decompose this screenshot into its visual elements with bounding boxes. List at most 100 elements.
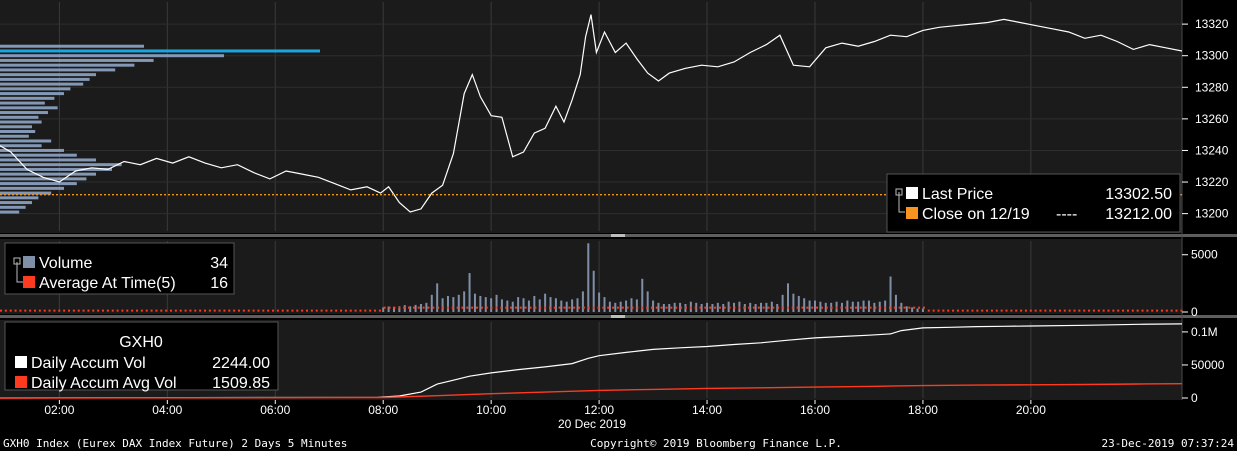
volume-bar bbox=[576, 298, 579, 312]
x-tick-label: 20:00 bbox=[1016, 403, 1046, 417]
avg-time-marker bbox=[1107, 309, 1110, 312]
avg-time-marker bbox=[116, 309, 119, 312]
avg-time-marker bbox=[461, 306, 464, 309]
avg-time-marker bbox=[650, 306, 653, 309]
volume-bar bbox=[819, 301, 822, 312]
avg-time-marker bbox=[704, 306, 707, 309]
avg-time-marker bbox=[408, 306, 411, 309]
avg-time-marker bbox=[208, 309, 211, 312]
avg-time-marker bbox=[801, 306, 804, 309]
avg-time-marker bbox=[845, 306, 848, 309]
volume-bar bbox=[527, 300, 530, 312]
volume-bar bbox=[603, 297, 606, 312]
volume-bar bbox=[425, 302, 428, 312]
legend-bracket-top-icon bbox=[13, 257, 21, 265]
avg-time-marker bbox=[378, 309, 381, 312]
price-tick-label: 13260 bbox=[1195, 112, 1229, 126]
avg-time-marker bbox=[1010, 309, 1013, 312]
legend-bracket-icon bbox=[16, 262, 23, 283]
avg-time-marker bbox=[63, 309, 66, 312]
avg-time-marker bbox=[840, 306, 843, 309]
volume-bar bbox=[473, 293, 476, 312]
avg-time-marker bbox=[306, 309, 309, 312]
volume-bar bbox=[414, 304, 417, 312]
volume-bar bbox=[706, 302, 709, 312]
volume-bar bbox=[479, 295, 482, 312]
avg-time-marker bbox=[534, 306, 537, 309]
accum-vol-swatch bbox=[15, 356, 27, 368]
avg-time-marker bbox=[718, 306, 721, 309]
price-tick-label: 13200 bbox=[1195, 207, 1229, 221]
avg-time-marker bbox=[393, 306, 396, 309]
avg-time-marker bbox=[956, 309, 959, 312]
volume-bar bbox=[889, 276, 892, 312]
avg-time-marker bbox=[976, 309, 979, 312]
profile-bar bbox=[0, 101, 45, 105]
profile-bar bbox=[0, 111, 48, 115]
volume-bar bbox=[867, 300, 870, 312]
avg-time-marker bbox=[174, 309, 177, 312]
close-swatch bbox=[906, 207, 918, 219]
avg-time-marker bbox=[544, 306, 547, 309]
avg-time-marker bbox=[223, 309, 226, 312]
avg-time-marker bbox=[864, 306, 867, 309]
avg-time-marker bbox=[709, 306, 712, 309]
accum-series bbox=[0, 323, 1183, 399]
avg-time-marker bbox=[233, 309, 236, 312]
volume-bar bbox=[846, 300, 849, 312]
separator-grip-1[interactable] bbox=[611, 234, 625, 237]
volume-bar bbox=[398, 306, 401, 312]
avg-time-marker bbox=[738, 306, 741, 309]
profile-bar bbox=[0, 130, 36, 134]
x-tick-label: 10:00 bbox=[476, 403, 506, 417]
avg-time-marker bbox=[490, 306, 493, 309]
volume-bar bbox=[803, 298, 806, 312]
volume-legend[interactable]: Volume 34 Average At Time(5) 16 bbox=[4, 242, 235, 295]
avg-time-marker bbox=[762, 306, 765, 309]
volume-bar bbox=[538, 299, 541, 312]
avg-time-marker bbox=[898, 306, 901, 309]
avg-time-marker bbox=[757, 306, 760, 309]
avg-time-marker bbox=[869, 306, 872, 309]
avg-time-marker bbox=[548, 306, 551, 309]
separator-grip-2[interactable] bbox=[611, 315, 625, 318]
accum-legend-box bbox=[4, 321, 279, 391]
avg-time-marker bbox=[106, 309, 109, 312]
avg-time-marker bbox=[1044, 309, 1047, 312]
accum-legend[interactable]: GXH0 Daily Accum Vol 2244.00 Daily Accum… bbox=[4, 321, 279, 392]
profile-bar bbox=[0, 63, 135, 67]
avg-time-marker bbox=[1020, 309, 1023, 312]
avg-time-marker bbox=[14, 309, 17, 312]
avg-time-marker bbox=[1039, 309, 1042, 312]
accum-tick-label: 50000 bbox=[1191, 358, 1225, 372]
avg-time-marker bbox=[578, 306, 581, 309]
avg-time-marker bbox=[1049, 309, 1052, 312]
avg-time-marker bbox=[92, 309, 95, 312]
footer-timestamp: 23-Dec-2019 07:37:24 bbox=[1102, 437, 1235, 450]
avg-time-marker bbox=[1092, 309, 1095, 312]
volume-bar bbox=[430, 294, 433, 312]
volume-bar bbox=[544, 293, 547, 312]
avg-time-marker bbox=[1122, 309, 1125, 312]
profile-bar bbox=[0, 205, 26, 209]
avg-time-marker bbox=[301, 309, 304, 312]
avg-time-marker bbox=[1136, 309, 1139, 312]
profile-bar bbox=[0, 106, 58, 110]
volume-bar bbox=[905, 306, 908, 312]
volume-bar bbox=[894, 294, 897, 312]
avg-time-marker bbox=[102, 309, 105, 312]
avg-time-marker bbox=[1078, 309, 1081, 312]
volume-bar bbox=[619, 301, 622, 312]
avg-time-marker bbox=[199, 309, 202, 312]
accum-vol-label: Daily Accum Vol bbox=[31, 355, 146, 372]
volume-bar bbox=[851, 301, 854, 312]
avg-time-marker bbox=[723, 306, 726, 309]
avg-time-marker bbox=[495, 306, 498, 309]
avg-time-marker bbox=[587, 306, 590, 309]
avg-time-marker bbox=[272, 309, 275, 312]
close-value: 13212.00 bbox=[1105, 206, 1172, 223]
avg-time-marker bbox=[126, 309, 129, 312]
avg-time-marker bbox=[262, 309, 265, 312]
price-legend[interactable]: Last Price 13302.50 Close on 12/19 ---- … bbox=[886, 173, 1181, 233]
axes: 02:00 04:00 06:00 08:00 10:00 12:00 14:00 16:00… bbox=[44, 17, 1228, 417]
